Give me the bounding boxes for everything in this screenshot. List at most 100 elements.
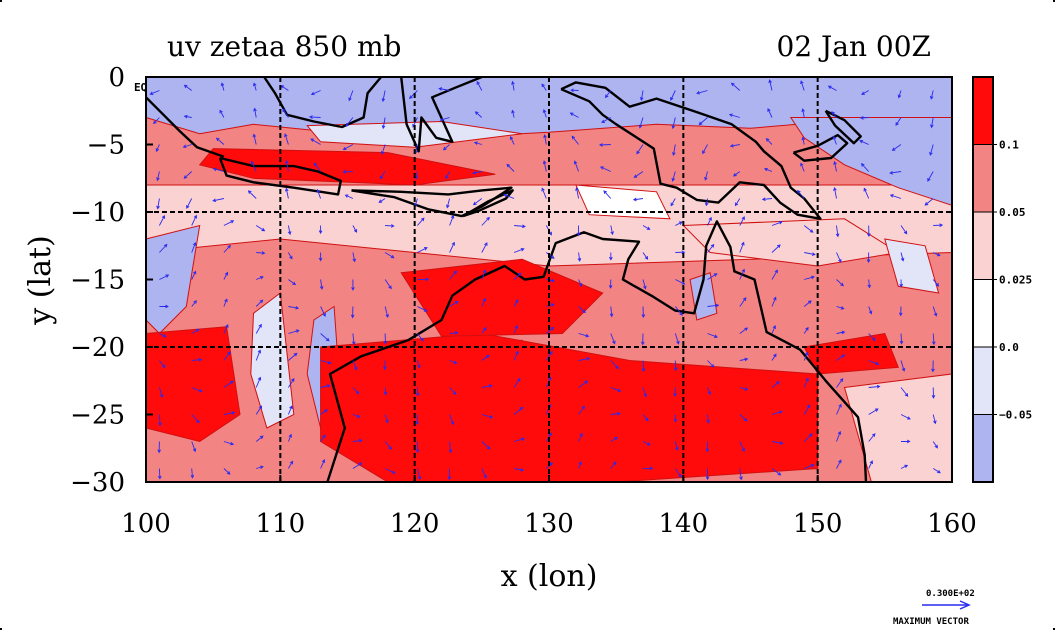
wind-vector — [801, 136, 806, 145]
wind-vector — [610, 225, 614, 236]
wind-vector — [803, 404, 811, 415]
wind-vector — [546, 326, 555, 334]
wind-vector — [578, 432, 583, 442]
wind-vector — [604, 90, 612, 99]
wind-vector — [288, 305, 300, 310]
wind-vector — [900, 464, 909, 469]
colorbar-label: 0.05 — [999, 206, 1026, 219]
wind-vector — [417, 277, 430, 282]
wind-vector — [610, 333, 616, 345]
y-tick-label: 0 — [108, 63, 125, 93]
wind-vector — [734, 198, 741, 207]
wind-vector — [932, 279, 940, 287]
wind-vector — [449, 360, 458, 365]
wind-vector — [380, 144, 386, 155]
wind-vector — [220, 82, 225, 91]
wind-vector — [318, 252, 323, 262]
wind-vector — [288, 378, 295, 388]
colorbar-segment — [972, 346, 994, 415]
wind-vector — [861, 90, 869, 95]
wind-vector — [319, 279, 324, 290]
wind-vector — [771, 220, 783, 226]
wind-vector — [675, 279, 686, 285]
wind-vector — [771, 381, 780, 388]
wind-vector — [570, 88, 579, 93]
wind-vector — [476, 80, 483, 91]
wind-vector — [927, 171, 934, 182]
wind-vector — [900, 225, 908, 235]
wind-vector — [889, 194, 902, 199]
wind-vector — [447, 468, 452, 481]
wind-vector — [310, 138, 321, 145]
wind-vector — [223, 324, 229, 334]
wind-vector — [761, 197, 773, 202]
wind-vector — [223, 271, 229, 280]
wind-vector — [836, 459, 842, 469]
coast-borneo — [263, 76, 383, 129]
wind-vector — [860, 162, 870, 172]
wind-vector — [610, 387, 622, 393]
wind-vector — [384, 414, 389, 424]
wind-vector — [252, 133, 257, 145]
wind-vector — [287, 405, 293, 415]
wind-vector — [931, 360, 935, 373]
wind-vector — [707, 360, 715, 368]
wind-vector — [449, 241, 455, 253]
wind-vector — [868, 306, 873, 315]
wind-vector — [728, 113, 740, 118]
wind-vector — [352, 414, 361, 418]
colorbar-label: 0.025 — [999, 274, 1032, 287]
wind-vector — [859, 140, 869, 145]
wind-vector — [159, 243, 168, 253]
max-vector-arrowhead — [959, 600, 971, 610]
wind-vector — [672, 144, 676, 157]
wind-vector — [899, 279, 904, 288]
wind-vector — [765, 138, 773, 145]
wind-vector — [868, 408, 879, 415]
max-vector-key: 0.300E+02 MAXIMUM VECTOR — [893, 589, 975, 627]
wind-vector — [800, 162, 805, 172]
wind-vector — [827, 85, 837, 91]
wind-vector — [252, 82, 257, 91]
wind-vector — [674, 468, 682, 478]
wind-vector — [900, 360, 906, 372]
wind-vector — [287, 433, 292, 442]
colorbar-frame — [972, 76, 994, 483]
colorbar-segment — [972, 211, 994, 280]
wind-vector — [707, 216, 712, 226]
wind-vector — [836, 279, 844, 287]
wind-vector — [609, 252, 613, 261]
wind-vector — [730, 82, 741, 91]
wind-vector — [642, 414, 649, 422]
wind-vector — [739, 387, 749, 391]
wind-vector — [739, 468, 743, 481]
wind-vector — [642, 387, 647, 398]
wind-vector — [287, 225, 292, 236]
coast-new-guinea — [560, 81, 822, 221]
wind-vector — [836, 306, 845, 310]
wind-vector — [383, 360, 387, 371]
wind-vector — [767, 107, 773, 118]
wind-vector — [609, 306, 614, 318]
wind-vector — [577, 252, 582, 262]
wind-vector — [569, 112, 579, 118]
wind-vector — [608, 279, 613, 289]
wind-vector — [868, 384, 881, 389]
wind-vector — [702, 144, 708, 155]
wind-vector — [932, 468, 941, 474]
field-patch-lightblue-se — [884, 238, 940, 294]
wind-vector — [472, 170, 482, 175]
wind-vector — [674, 306, 683, 316]
wind-vector — [320, 459, 326, 469]
wind-vector — [610, 461, 617, 469]
wind-vector — [481, 384, 493, 388]
wind-vector — [156, 171, 160, 182]
wind-vector — [868, 433, 876, 442]
wind-vector — [320, 434, 326, 442]
coast-australia — [326, 220, 868, 483]
wind-vector — [415, 414, 419, 426]
wind-vector — [250, 160, 257, 172]
wind-vector — [599, 166, 611, 172]
wind-vector — [739, 297, 747, 307]
wind-vector — [831, 111, 837, 118]
